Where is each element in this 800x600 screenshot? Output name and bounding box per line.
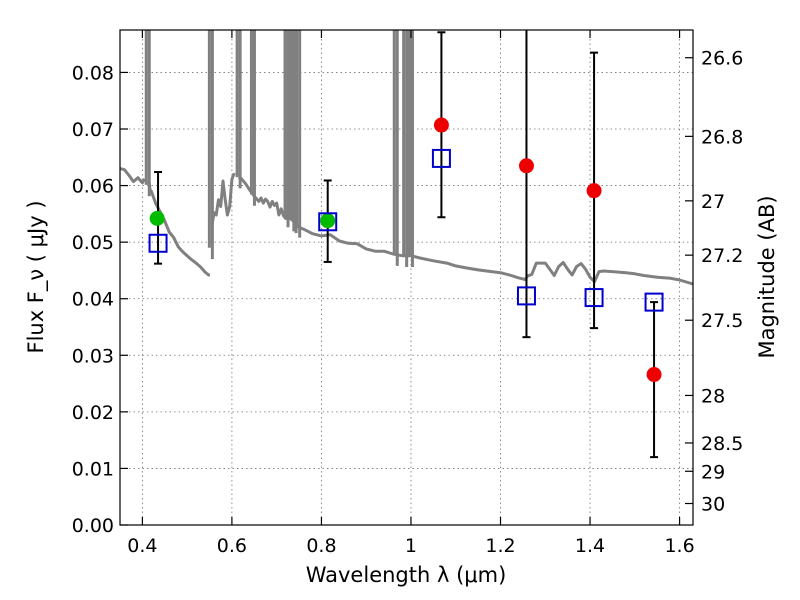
y2-tick-label: 28.5 (701, 433, 743, 455)
data-point-square (644, 292, 664, 312)
model-sed-line (119, 167, 146, 185)
y2-tick-label: 27 (701, 191, 725, 213)
model-sed-line (147, 182, 211, 277)
y-axis-label: Flux F_ν ( μJy ) (24, 200, 49, 353)
y-tick-label: 0.07 (72, 119, 114, 141)
data-point-square (148, 233, 168, 253)
model-sed-line (237, 175, 694, 286)
plot-frame (119, 29, 694, 526)
y-tick-label: 0.05 (72, 232, 114, 254)
y2-tick-label: 27.2 (701, 245, 743, 267)
y-tick-label: 0.08 (72, 62, 114, 84)
data-point-circle (646, 367, 662, 383)
data-point-square (584, 288, 604, 308)
y-tick-label: 0.02 (72, 402, 114, 424)
ticks: 0.4 0.6 0.8 1 1.2 1.4 1.6 0.00 0.01 0.02 0.03 0.04 0… (72, 30, 743, 557)
x-tick-label: 1.6 (664, 535, 694, 557)
data-point-circle (586, 183, 602, 199)
right-y-axis-label: Magnitude (AB) (755, 195, 779, 358)
y2-tick-label: 28 (701, 385, 725, 407)
x-tick-label: 0.6 (217, 535, 247, 557)
x-tick-label: 1.2 (485, 535, 515, 557)
y2-tick-label: 30 (701, 494, 725, 516)
y2-tick-label: 26.6 (701, 48, 743, 70)
y2-tick-label: 29 (701, 461, 725, 483)
data-point-square (516, 286, 536, 306)
y-tick-label: 0.04 (72, 289, 114, 311)
model-sed-line (210, 172, 236, 225)
model-sed (119, 30, 694, 286)
y-tick-label: 0.03 (72, 345, 114, 367)
x-tick-label: 0.8 (306, 535, 336, 557)
y-tick-label: 0.00 (72, 515, 114, 537)
data-point-square (431, 148, 451, 168)
y2-tick-label: 27.5 (701, 310, 743, 332)
data-point-square (318, 212, 338, 232)
y2-tick-label: 26.8 (701, 126, 743, 148)
x-axis-label: Wavelength λ (μm) (306, 563, 507, 587)
data-point-circle (518, 158, 534, 174)
x-tick-label: 0.4 (127, 535, 157, 557)
y-tick-label: 0.06 (72, 176, 114, 198)
data-point-circle (149, 210, 165, 226)
x-tick-label: 1 (405, 535, 417, 557)
data-points (148, 117, 664, 383)
y-tick-label: 0.01 (72, 458, 114, 480)
data-point-circle (320, 213, 336, 229)
data-point-circle (433, 117, 449, 133)
x-tick-label: 1.4 (575, 535, 605, 557)
